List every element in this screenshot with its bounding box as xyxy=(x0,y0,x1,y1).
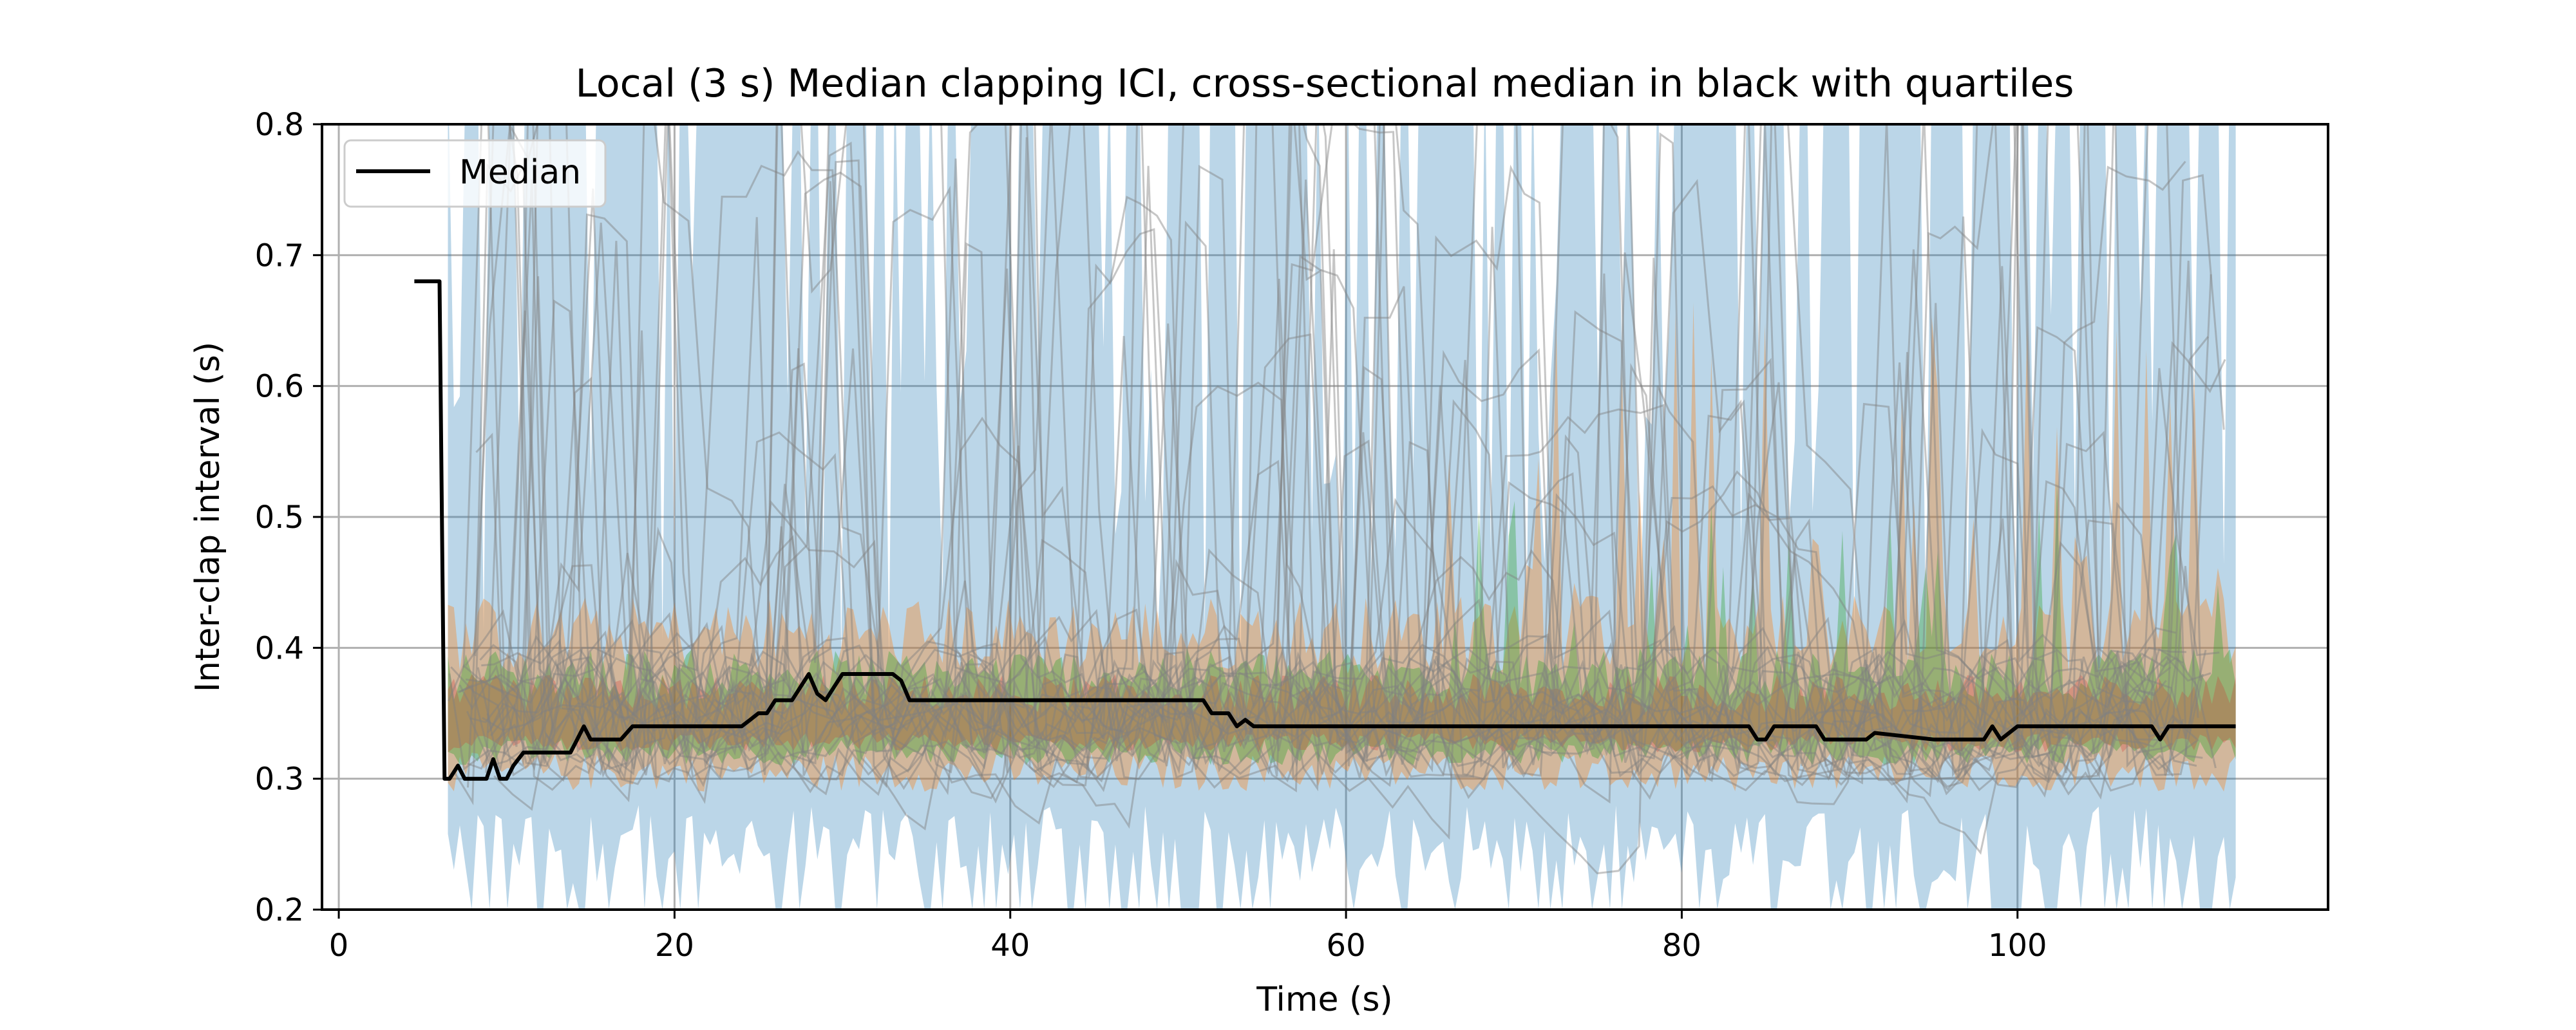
individual-traces xyxy=(448,124,2226,875)
quartile-band-band_inner xyxy=(448,479,2236,766)
individual-trace xyxy=(457,124,2198,800)
x-axis-label: Time (s) xyxy=(1256,980,1392,1019)
individual-trace xyxy=(453,124,2174,831)
legend-median-label: Median xyxy=(459,153,581,192)
y-tick-label: 0.8 xyxy=(255,107,304,143)
individual-trace xyxy=(448,124,2187,800)
individual-trace xyxy=(490,158,2204,787)
quartile-band-band_core xyxy=(448,674,2236,753)
y-tick-label: 0.5 xyxy=(255,500,304,536)
y-axis-label: Inter-clap interval (s) xyxy=(189,342,227,692)
individual-trace xyxy=(467,124,2226,875)
y-tick-label: 0.7 xyxy=(255,238,304,274)
x-tick-label: 40 xyxy=(990,928,1030,964)
x-tick-label: 80 xyxy=(1662,928,1701,964)
individual-trace xyxy=(466,124,2173,782)
individual-trace xyxy=(493,124,2209,825)
individual-trace xyxy=(486,165,2211,803)
y-tick-label: 0.2 xyxy=(255,892,304,928)
legend-box xyxy=(343,139,607,208)
individual-trace xyxy=(464,124,2174,778)
individual-trace xyxy=(466,124,2220,805)
legend: Median xyxy=(343,139,607,208)
individual-trace xyxy=(466,124,2199,796)
individual-trace xyxy=(459,185,2212,778)
x-tick-label: 0 xyxy=(329,928,349,964)
individual-trace xyxy=(479,501,2172,791)
quartile-band-band_outer xyxy=(448,124,2236,910)
median-line xyxy=(414,279,2236,781)
individual-trace xyxy=(474,124,2187,800)
y-axis: 0.2 0.3 0.4 0.5 0.6 0.7 0.8 xyxy=(255,107,322,928)
x-tick-label: 20 xyxy=(655,928,694,964)
individual-trace xyxy=(448,124,2199,789)
y-tick-label: 0.3 xyxy=(255,762,304,798)
individual-trace xyxy=(475,124,2177,792)
y-tick-label: 0.4 xyxy=(255,630,304,666)
y-tick-label: 0.6 xyxy=(255,369,304,405)
series-layer xyxy=(414,279,2236,781)
x-tick-label: 60 xyxy=(1327,928,1366,964)
individual-trace xyxy=(487,124,2202,800)
individual-trace xyxy=(477,330,2184,804)
individual-trace xyxy=(481,124,2167,840)
individual-trace xyxy=(485,124,2217,855)
individual-trace xyxy=(450,124,2186,796)
individual-trace xyxy=(459,124,2197,803)
quartile-bands xyxy=(448,124,2236,910)
x-axis: 0 20 40 60 80 100 xyxy=(329,910,2047,964)
chart-title: Local (3 s) Median clapping ICI, cross-s… xyxy=(575,61,2074,106)
quartile-band-band_mid xyxy=(448,303,2236,792)
individual-trace xyxy=(482,124,2207,792)
x-tick-label: 100 xyxy=(1988,928,2047,964)
individual-trace xyxy=(469,124,2184,781)
individual-trace xyxy=(491,124,2225,804)
